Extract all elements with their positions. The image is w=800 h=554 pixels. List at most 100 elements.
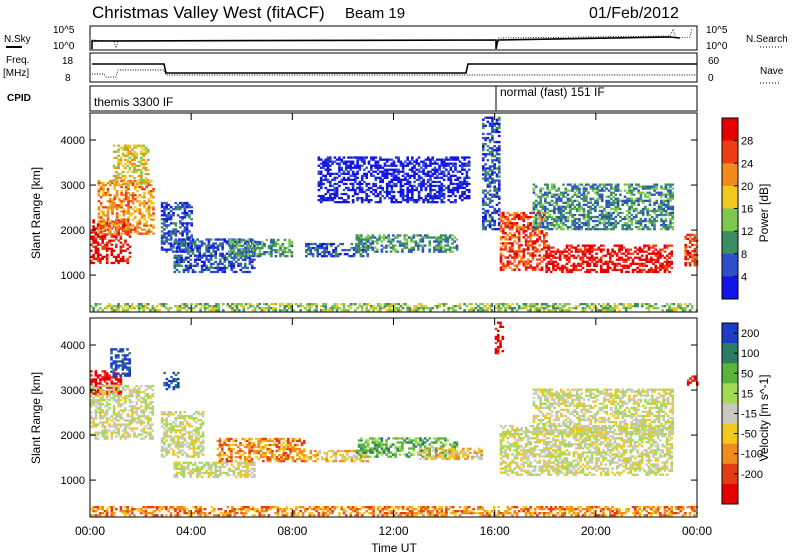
power-cell bbox=[387, 240, 390, 243]
power-cell bbox=[504, 222, 507, 225]
power-cell bbox=[153, 309, 157, 312]
power-cell bbox=[244, 256, 247, 259]
power-cell bbox=[128, 168, 132, 172]
power-cell bbox=[117, 162, 120, 166]
power-cell bbox=[571, 222, 574, 225]
power-cell bbox=[167, 203, 171, 207]
power-cell bbox=[169, 246, 173, 249]
power-cell bbox=[581, 307, 585, 310]
power-cell bbox=[316, 253, 319, 256]
power-cell bbox=[187, 238, 190, 241]
power-cell bbox=[167, 248, 171, 251]
power-cell bbox=[399, 201, 403, 204]
power-cell bbox=[499, 307, 503, 310]
power-cell bbox=[397, 158, 400, 161]
power-cell bbox=[390, 197, 394, 200]
power-cell bbox=[379, 166, 382, 169]
power-cell bbox=[606, 264, 610, 267]
power-cell bbox=[167, 224, 171, 227]
power-cell bbox=[656, 252, 660, 255]
power-cell bbox=[403, 246, 406, 249]
power-cell bbox=[322, 194, 325, 198]
power-cell bbox=[458, 186, 462, 190]
power-cell bbox=[588, 258, 592, 261]
power-cell bbox=[413, 166, 416, 169]
power-cell bbox=[419, 244, 422, 247]
power-cell bbox=[334, 255, 338, 258]
power-cell bbox=[240, 303, 243, 306]
power-cell bbox=[639, 209, 643, 213]
power-cell bbox=[603, 228, 606, 231]
power-cell bbox=[138, 218, 142, 221]
power-cell bbox=[97, 212, 101, 215]
power-cell bbox=[378, 238, 381, 241]
power-cell bbox=[520, 258, 523, 261]
power-cell bbox=[573, 226, 577, 229]
power-cell bbox=[390, 178, 394, 181]
power-cell bbox=[146, 158, 150, 161]
power-cell bbox=[572, 262, 576, 265]
power-cell bbox=[326, 197, 330, 200]
power-cell bbox=[163, 222, 166, 225]
power-cell bbox=[541, 203, 545, 206]
power-cell bbox=[533, 266, 537, 269]
power-cell bbox=[234, 256, 238, 259]
power-cell bbox=[214, 256, 217, 259]
power-cell bbox=[230, 260, 233, 263]
power-cell bbox=[191, 264, 195, 267]
power-cell bbox=[422, 172, 425, 175]
power-cell bbox=[324, 199, 328, 202]
power-cell bbox=[392, 162, 396, 165]
power-cell bbox=[559, 199, 563, 202]
power-cell bbox=[527, 260, 530, 263]
power-cell bbox=[203, 303, 207, 306]
power-cell bbox=[333, 160, 337, 163]
power-cell bbox=[122, 218, 126, 221]
power-cell bbox=[96, 309, 100, 312]
power-cell bbox=[244, 270, 247, 274]
power-cell bbox=[104, 220, 107, 223]
power-cell bbox=[605, 222, 608, 225]
power-cell bbox=[424, 158, 428, 161]
power-cell bbox=[135, 146, 139, 149]
power-cell bbox=[401, 190, 405, 194]
power-cell bbox=[506, 219, 510, 223]
power-cell bbox=[669, 199, 672, 202]
power-cell bbox=[545, 270, 548, 274]
power-cell bbox=[250, 242, 254, 245]
power-cell bbox=[444, 238, 447, 241]
power-cell bbox=[651, 187, 654, 190]
power-cell bbox=[167, 242, 171, 245]
power-cell bbox=[688, 253, 692, 257]
power-cell bbox=[221, 256, 224, 259]
power-cell bbox=[120, 190, 123, 193]
power-cell bbox=[591, 197, 595, 200]
power-cell bbox=[470, 307, 473, 310]
power-cell bbox=[182, 260, 186, 263]
power-cell bbox=[461, 180, 464, 184]
power-cell bbox=[417, 182, 421, 186]
power-cell bbox=[644, 219, 647, 223]
power-cell bbox=[351, 188, 355, 192]
power-cell bbox=[203, 268, 206, 272]
power-cell bbox=[380, 240, 384, 243]
power-cell bbox=[203, 260, 206, 263]
power-cell bbox=[181, 216, 184, 219]
power-cell bbox=[94, 227, 98, 230]
power-cell bbox=[175, 258, 179, 261]
power-cell bbox=[644, 217, 647, 221]
power-cell bbox=[117, 303, 120, 306]
power-cell bbox=[113, 232, 117, 235]
power-cell bbox=[596, 193, 599, 196]
power-cell bbox=[504, 242, 507, 245]
power-cell bbox=[111, 202, 114, 205]
power-cell bbox=[233, 305, 236, 308]
power-cell bbox=[335, 172, 339, 175]
power-cell bbox=[372, 307, 375, 310]
power-cell bbox=[438, 197, 441, 200]
power-cell bbox=[361, 251, 365, 254]
power-cell bbox=[563, 250, 567, 253]
power-cell bbox=[435, 246, 438, 249]
power-cell bbox=[595, 248, 598, 251]
power-cell bbox=[261, 253, 264, 256]
